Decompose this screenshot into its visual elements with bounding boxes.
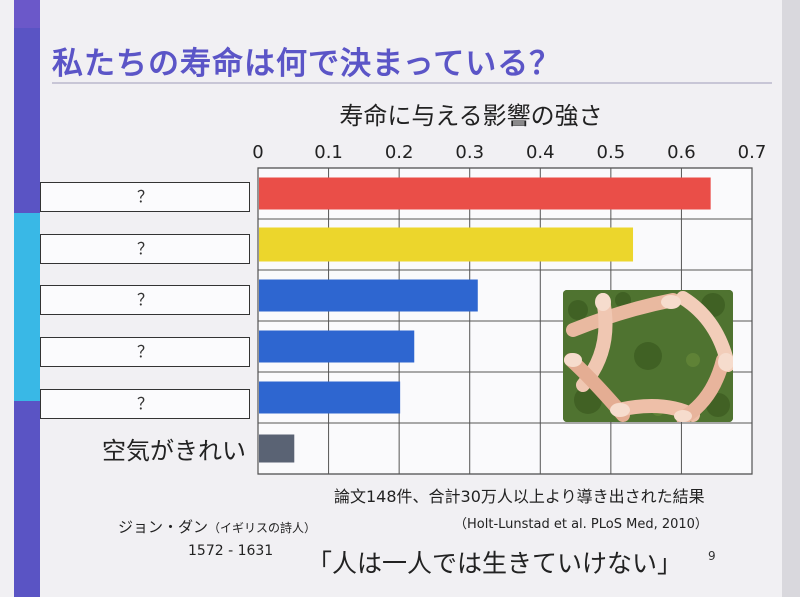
bar (259, 330, 415, 363)
title-underline (52, 82, 772, 84)
category-label: ？ (40, 182, 250, 212)
x-tick-label: 0.1 (314, 142, 343, 163)
bar (259, 177, 711, 210)
citation: （Holt-Lunstad et al. PLoS Med, 2010） (454, 517, 708, 532)
author-years: 1572 - 1631 (188, 543, 274, 559)
author-description: （イギリスの詩人） (208, 521, 317, 535)
category-label: ？ (40, 337, 250, 367)
study-summary: 論文148件、合計30万人以上より導き出された結果 (334, 487, 705, 506)
category-label: ？ (40, 285, 250, 315)
x-tick-label: 0.2 (385, 142, 414, 163)
bar (259, 227, 634, 262)
x-tick-label: 0.3 (455, 142, 484, 163)
page-number: 9 (708, 549, 716, 563)
author-name: ジョン・ダン (118, 518, 209, 536)
quote-author: ジョン・ダン（イギリスの詩人） (118, 516, 316, 537)
chart-title: 寿命に与える影響の強さ (339, 102, 603, 130)
x-tick-label: 0 (252, 142, 263, 163)
x-tick-label: 0.6 (667, 142, 696, 163)
quote-text: 「人は一人では生きていけない」 (307, 549, 683, 578)
slide-edge (782, 0, 800, 597)
bar (259, 279, 478, 312)
accent-stripe (14, 28, 40, 213)
accent-stripe (14, 401, 40, 597)
x-tick-label: 0.7 (738, 142, 767, 163)
x-tick-label: 0.5 (597, 142, 626, 163)
joined-hands-photo (563, 290, 733, 422)
category-label: 空気がきれい (102, 437, 246, 465)
x-tick-label: 0.4 (526, 142, 555, 163)
slide-title: 私たちの寿命は何で決まっている？ (52, 46, 562, 82)
bar (259, 434, 295, 463)
category-label: ？ (40, 389, 250, 419)
category-label: ？ (40, 234, 250, 264)
accent-stripe (14, 213, 40, 401)
bar (259, 381, 401, 414)
